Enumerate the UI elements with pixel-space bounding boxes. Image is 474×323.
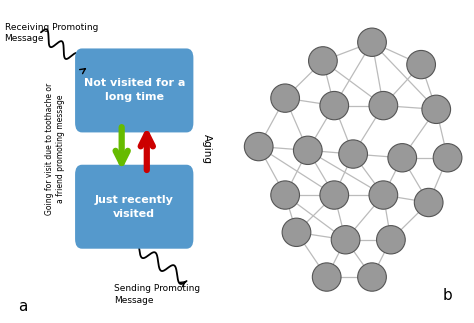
Text: b: b — [443, 288, 453, 303]
Circle shape — [271, 181, 300, 209]
Circle shape — [407, 50, 436, 79]
Circle shape — [331, 225, 360, 254]
Text: Just recently
visited: Just recently visited — [95, 195, 173, 219]
Circle shape — [309, 47, 337, 75]
Text: a: a — [18, 299, 27, 314]
Circle shape — [422, 95, 451, 123]
Circle shape — [320, 91, 348, 120]
Text: Going for visit due to toothache or
a friend promoting message: Going for visit due to toothache or a fr… — [45, 82, 64, 215]
Circle shape — [245, 132, 273, 161]
Circle shape — [339, 140, 367, 168]
Circle shape — [271, 84, 300, 112]
Circle shape — [312, 263, 341, 291]
Circle shape — [376, 225, 405, 254]
Circle shape — [369, 181, 398, 209]
Circle shape — [358, 263, 386, 291]
Circle shape — [358, 28, 386, 57]
FancyBboxPatch shape — [75, 165, 193, 249]
Circle shape — [282, 218, 311, 246]
Circle shape — [320, 181, 348, 209]
FancyBboxPatch shape — [75, 48, 193, 132]
Circle shape — [369, 91, 398, 120]
Text: Not visited for a
long time: Not visited for a long time — [83, 78, 185, 102]
Circle shape — [293, 136, 322, 164]
Circle shape — [414, 188, 443, 217]
Circle shape — [433, 144, 462, 172]
Circle shape — [388, 144, 417, 172]
Text: Sending Promoting
Message: Sending Promoting Message — [114, 284, 200, 305]
Text: Aging: Aging — [202, 134, 212, 163]
Text: Receiving Promoting
Message: Receiving Promoting Message — [5, 23, 98, 43]
